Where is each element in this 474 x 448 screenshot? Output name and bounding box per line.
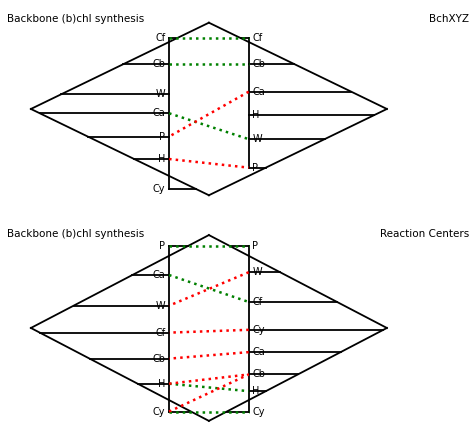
- Text: H: H: [253, 110, 260, 120]
- Text: Reaction Centers: Reaction Centers: [380, 229, 469, 239]
- Text: W: W: [253, 134, 262, 144]
- Text: W: W: [253, 267, 262, 277]
- Text: P: P: [253, 163, 258, 172]
- Text: P: P: [253, 241, 258, 251]
- Text: H: H: [158, 154, 165, 164]
- Text: Cb: Cb: [253, 59, 265, 69]
- Text: Backbone (b)chl synthesis: Backbone (b)chl synthesis: [8, 14, 145, 24]
- Text: Ca: Ca: [153, 270, 165, 280]
- Text: Cf: Cf: [155, 33, 165, 43]
- Text: P: P: [159, 132, 165, 142]
- Text: Cy: Cy: [153, 184, 165, 194]
- Text: H: H: [158, 379, 165, 389]
- Text: W: W: [155, 89, 165, 99]
- Text: Cf: Cf: [253, 33, 263, 43]
- Text: BchXYZ: BchXYZ: [429, 14, 469, 24]
- Text: Backbone (b)chl synthesis: Backbone (b)chl synthesis: [8, 229, 145, 239]
- Text: P: P: [159, 241, 165, 251]
- Text: Cy: Cy: [153, 407, 165, 417]
- Text: Ca: Ca: [153, 108, 165, 118]
- Text: Cb: Cb: [253, 370, 265, 379]
- Text: Cb: Cb: [152, 353, 165, 364]
- Text: H: H: [253, 386, 260, 396]
- Text: W: W: [155, 301, 165, 310]
- Text: Cb: Cb: [152, 59, 165, 69]
- Text: Cf: Cf: [155, 327, 165, 338]
- Text: Cy: Cy: [253, 325, 265, 335]
- Text: Ca: Ca: [253, 347, 265, 357]
- Text: Cy: Cy: [253, 407, 265, 417]
- Text: Cf: Cf: [253, 297, 263, 307]
- Text: Ca: Ca: [253, 87, 265, 97]
